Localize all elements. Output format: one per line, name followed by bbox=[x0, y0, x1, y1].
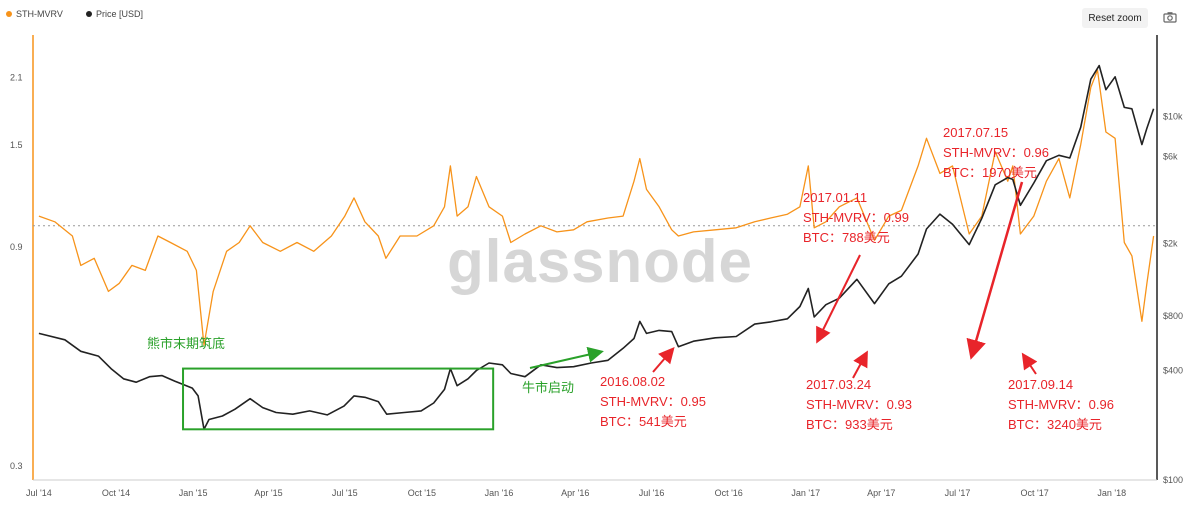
x-tick-2: Jan '15 bbox=[179, 488, 208, 498]
annotation-a5-line-1: STH-MVRV：0.93 bbox=[806, 397, 912, 412]
y-left-tick-1: 0.9 bbox=[10, 242, 23, 252]
y-left-tick-3: 2.1 bbox=[10, 73, 23, 83]
legend-swatch-orange bbox=[6, 11, 12, 17]
x-tick-14: Jan '18 bbox=[1097, 488, 1126, 498]
y-right-tick-3: $2k bbox=[1163, 238, 1178, 248]
annotation-a4-line-0: 2017.01.11 bbox=[803, 190, 867, 205]
y-right-tick-4: $6k bbox=[1163, 152, 1178, 162]
x-tick-4: Jul '15 bbox=[332, 488, 358, 498]
annotation-a3-line-0: 2016.08.02 bbox=[600, 374, 665, 389]
annotation-a1-line-0: 熊市末期筑底 bbox=[147, 336, 225, 351]
legend-label-sth-mvrv: STH-MVRV bbox=[16, 9, 63, 19]
y-right-tick-2: $800 bbox=[1163, 311, 1183, 321]
x-tick-8: Jul '16 bbox=[639, 488, 665, 498]
annotation-a6-line-1: STH-MVRV：0.96 bbox=[943, 145, 1049, 160]
annotation-a5-line-2: BTC：933美元 bbox=[806, 417, 893, 432]
x-tick-7: Apr '16 bbox=[561, 488, 589, 498]
legend-label-price: Price [USD] bbox=[96, 9, 144, 19]
x-tick-12: Jul '17 bbox=[945, 488, 971, 498]
y-right-tick-0: $100 bbox=[1163, 475, 1183, 485]
x-tick-11: Apr '17 bbox=[867, 488, 895, 498]
bull-start-arrow bbox=[529, 346, 604, 369]
price-line bbox=[38, 64, 1155, 431]
watermark-text: glassnode bbox=[447, 228, 753, 295]
sth-mvrv-line bbox=[38, 69, 1155, 346]
bear-bottom-box bbox=[182, 367, 495, 431]
arrow-2016-08-02 bbox=[652, 346, 675, 373]
legend-sth-mvrv[interactable]: STH-MVRV bbox=[6, 9, 63, 19]
x-tick-13: Oct '17 bbox=[1021, 488, 1049, 498]
x-tick-9: Oct '16 bbox=[715, 488, 743, 498]
annotation-a6-line-0: 2017.07.15 bbox=[943, 125, 1008, 140]
x-tick-1: Oct '14 bbox=[102, 488, 130, 498]
annotation-a3-line-1: STH-MVRV：0.95 bbox=[600, 394, 706, 409]
arrow-2017-07-15 bbox=[966, 181, 1024, 360]
annotation-a6-line-2: BTC：1970美元 bbox=[943, 165, 1037, 180]
annotation-a3-line-2: BTC：541美元 bbox=[600, 414, 687, 429]
x-tick-3: Apr '15 bbox=[254, 488, 282, 498]
x-tick-0: Jul '14 bbox=[26, 488, 52, 498]
arrow-2017-01-11 bbox=[816, 254, 861, 344]
arrow-2017-09-14 bbox=[1021, 352, 1038, 375]
x-tick-10: Jan '17 bbox=[791, 488, 820, 498]
annotation-a2-line-0: 牛市启动 bbox=[522, 380, 574, 395]
annotation-a4-line-2: BTC：788美元 bbox=[803, 230, 890, 245]
annotation-a5-line-0: 2017.03.24 bbox=[806, 377, 871, 392]
y-right-tick-1: $400 bbox=[1163, 366, 1183, 376]
arrow-2017-03-24 bbox=[852, 350, 868, 379]
legend-price[interactable]: Price [USD] bbox=[86, 9, 143, 19]
reset-zoom-button[interactable]: Reset zoom bbox=[1082, 8, 1148, 28]
annotation-a7-line-2: BTC：3240美元 bbox=[1008, 417, 1102, 432]
x-tick-5: Oct '15 bbox=[408, 488, 436, 498]
y-right-tick-5: $10k bbox=[1163, 111, 1183, 121]
annotation-a7-line-1: STH-MVRV：0.96 bbox=[1008, 397, 1114, 412]
annotation-a4-line-1: STH-MVRV：0.99 bbox=[803, 210, 909, 225]
annotation-a7-line-0: 2017.09.14 bbox=[1008, 377, 1073, 392]
legend-swatch-black bbox=[86, 11, 92, 17]
x-tick-6: Jan '16 bbox=[485, 488, 514, 498]
y-left-tick-2: 1.5 bbox=[10, 140, 23, 150]
camera-icon[interactable] bbox=[1163, 10, 1177, 24]
y-left-tick-0: 0.3 bbox=[10, 461, 23, 471]
